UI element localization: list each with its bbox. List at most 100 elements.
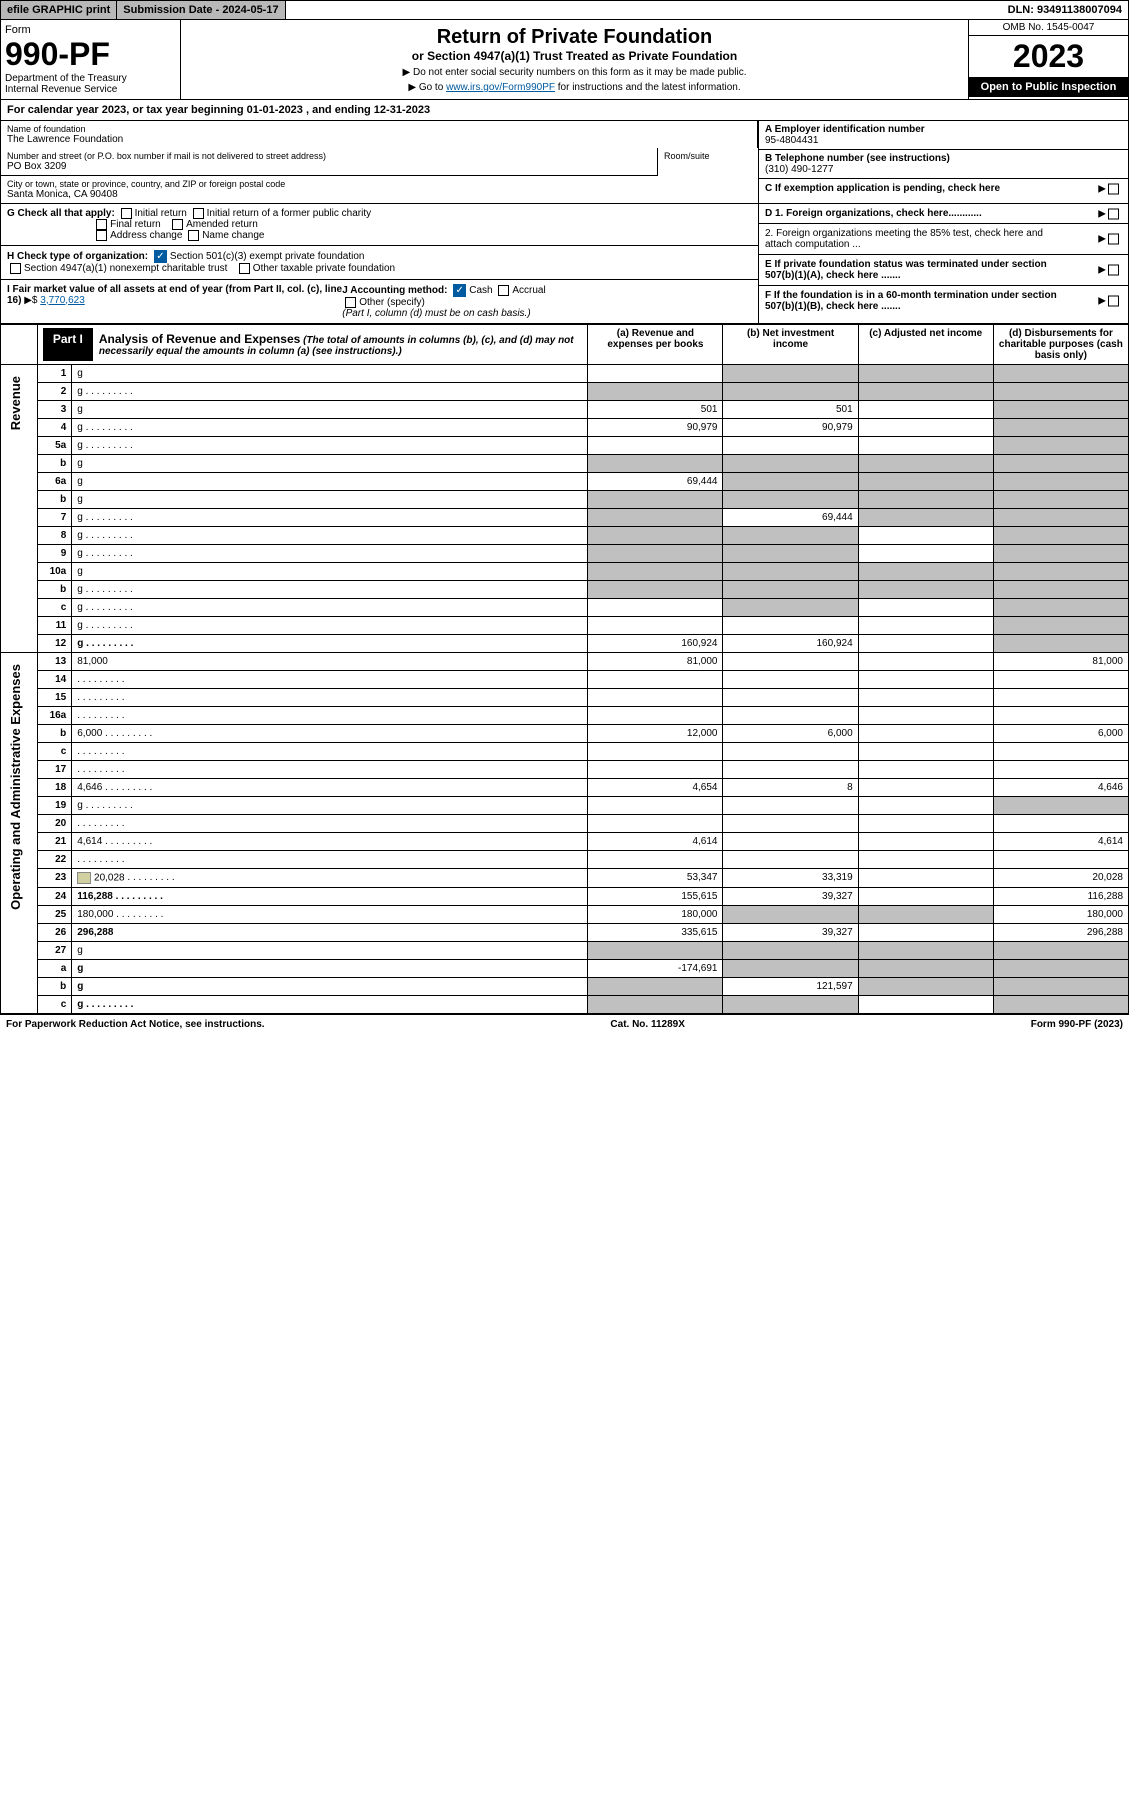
h-other-tax[interactable] (239, 263, 250, 274)
cell-a (588, 382, 723, 400)
j-other[interactable] (345, 297, 356, 308)
col-a-header: (a) Revenue and expenses per books (588, 324, 723, 364)
g-amended[interactable] (172, 219, 183, 230)
row-desc: g (72, 400, 588, 418)
row-num: 16a (37, 706, 71, 724)
efile-label[interactable]: efile GRAPHIC print (1, 1, 116, 19)
row-num: 23 (37, 868, 71, 887)
addr-label: Number and street (or P.O. box number if… (7, 151, 651, 161)
row-num: 17 (37, 760, 71, 778)
col-d-header: (d) Disbursements for charitable purpose… (993, 324, 1128, 364)
row-desc (72, 850, 588, 868)
cell-c (858, 688, 993, 706)
row-num: 8 (37, 526, 71, 544)
page-footer: For Paperwork Reduction Act Notice, see … (0, 1014, 1129, 1034)
h-4947[interactable] (10, 263, 21, 274)
row-desc: g (72, 995, 588, 1013)
cell-d (993, 706, 1128, 724)
g-final[interactable] (96, 219, 107, 230)
room-label: Room/suite (664, 151, 752, 161)
cell-b (723, 436, 858, 454)
city-label: City or town, state or province, country… (7, 179, 752, 189)
cell-c (858, 923, 993, 941)
instr-link[interactable]: www.irs.gov/Form990PF (446, 82, 555, 93)
c-checkbox[interactable] (1108, 183, 1119, 194)
row-desc: g (72, 454, 588, 472)
cell-c (858, 454, 993, 472)
form-header: Form 990-PF Department of the Treasury I… (0, 20, 1129, 100)
cell-c (858, 850, 993, 868)
i-value[interactable]: 3,770,623 (40, 295, 85, 306)
h-opt-2: Section 4947(a)(1) nonexempt charitable … (24, 264, 227, 275)
ein-label: A Employer identification number (765, 124, 1122, 135)
arrow-icon: ▶ (1098, 265, 1106, 276)
cell-d (993, 634, 1128, 652)
g-row: G Check all that apply: Initial return I… (1, 204, 758, 246)
cell-c (858, 706, 993, 724)
part1-table: Part I Analysis of Revenue and Expenses … (0, 324, 1129, 1014)
cell-d (993, 472, 1128, 490)
j-accrual[interactable] (498, 285, 509, 296)
name-label: Name of foundation (7, 124, 751, 134)
instr2-pre: ▶ Go to (408, 82, 446, 93)
d1-checkbox[interactable] (1108, 208, 1119, 219)
cell-d (993, 418, 1128, 436)
cell-c (858, 670, 993, 688)
j-label: J Accounting method: (342, 285, 447, 296)
cell-a (588, 436, 723, 454)
cell-b (723, 850, 858, 868)
row-num: b (37, 724, 71, 742)
cell-b (723, 832, 858, 850)
cell-b: 6,000 (723, 724, 858, 742)
cell-b (723, 526, 858, 544)
j-cash-checked[interactable]: ✓ (453, 284, 466, 297)
g-opt-3: Amended return (186, 219, 258, 230)
row-num: a (37, 959, 71, 977)
e-checkbox[interactable] (1108, 265, 1119, 276)
row-desc: g (72, 562, 588, 580)
cell-a (588, 760, 723, 778)
cell-b (723, 905, 858, 923)
cell-d (993, 544, 1128, 562)
cell-d: 180,000 (993, 905, 1128, 923)
cell-b (723, 742, 858, 760)
h-501c3-checked[interactable]: ✓ (154, 250, 167, 263)
arrow-icon: ▶ (1098, 234, 1106, 245)
cell-c (858, 400, 993, 418)
row-desc: g (72, 364, 588, 382)
cell-d (993, 977, 1128, 995)
instr-1: ▶ Do not enter social security numbers o… (187, 67, 962, 78)
cell-d (993, 742, 1128, 760)
cell-a: 53,347 (588, 868, 723, 887)
g-label: G Check all that apply: (7, 208, 115, 219)
cell-a (588, 706, 723, 724)
attachment-icon[interactable] (77, 872, 91, 884)
cell-c (858, 724, 993, 742)
telephone: (310) 490-1277 (765, 164, 1122, 175)
cell-a: 90,979 (588, 418, 723, 436)
row-desc: g (72, 490, 588, 508)
row-num: 10a (37, 562, 71, 580)
cell-b: 39,327 (723, 887, 858, 905)
cell-a: 4,614 (588, 832, 723, 850)
g-initial[interactable] (121, 208, 132, 219)
cell-d: 296,288 (993, 923, 1128, 941)
col-c-header: (c) Adjusted net income (858, 324, 993, 364)
row-desc (72, 706, 588, 724)
dln: DLN: 93491138007094 (1002, 1, 1128, 19)
g-opt-5: Name change (202, 230, 264, 241)
h-label: H Check type of organization: (7, 252, 148, 263)
cell-b (723, 688, 858, 706)
g-initial-former[interactable] (193, 208, 204, 219)
cell-c (858, 959, 993, 977)
cell-a (588, 670, 723, 688)
g-name-change[interactable] (188, 230, 199, 241)
d2-checkbox[interactable] (1108, 234, 1119, 245)
row-num: 18 (37, 778, 71, 796)
cell-d: 6,000 (993, 724, 1128, 742)
g-addr-change[interactable] (96, 230, 107, 241)
row-num: c (37, 742, 71, 760)
f-checkbox[interactable] (1108, 296, 1119, 307)
row-num: 27 (37, 941, 71, 959)
row-desc: 6,000 (72, 724, 588, 742)
